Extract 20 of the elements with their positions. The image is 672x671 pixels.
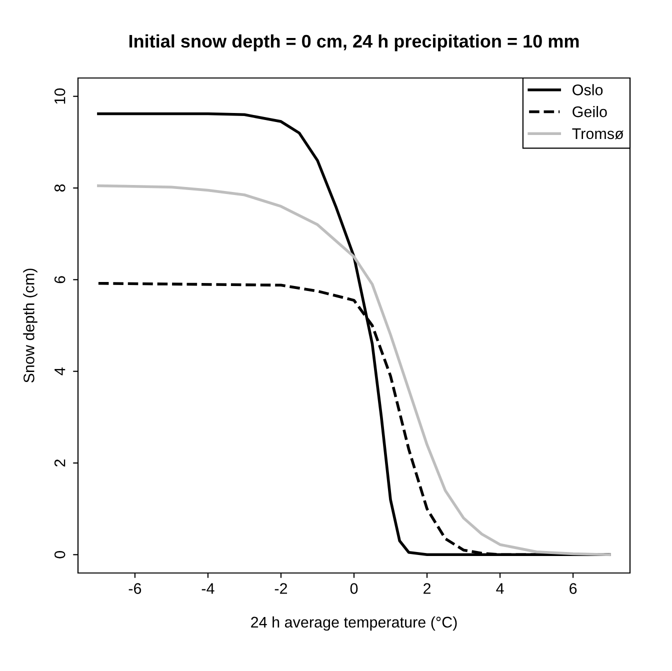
y-tick-label: 6 [54, 276, 66, 284]
y-tick-label: 0 [54, 551, 66, 558]
line-series [97, 184, 611, 556]
x-tick-label: 2 [424, 583, 430, 594]
x-tick-label: -2 [274, 583, 288, 594]
legend-label: Tromsø [572, 128, 624, 140]
x-axis-title: 24 h average temperature (°C) [251, 616, 457, 631]
legend-label: Geilo [572, 106, 607, 118]
y-axis-title: Snow depth (cm) [23, 268, 38, 383]
legend-label: Oslo [572, 84, 603, 96]
x-tick-label: 6 [570, 583, 577, 594]
y-tick-label: 4 [54, 368, 66, 376]
y-tick-label: 8 [54, 184, 66, 192]
x-tick-label: 4 [496, 583, 504, 594]
chart-title: Initial snow depth = 0 cm, 24 h precipitation = 10 mm [129, 34, 579, 52]
x-tick-label: 0 [350, 583, 358, 594]
y-tick-label: 2 [54, 460, 66, 466]
x-tick-label: -6 [128, 583, 142, 594]
y-tick-label: 10 [54, 88, 66, 104]
x-tick-label: -4 [202, 583, 214, 594]
